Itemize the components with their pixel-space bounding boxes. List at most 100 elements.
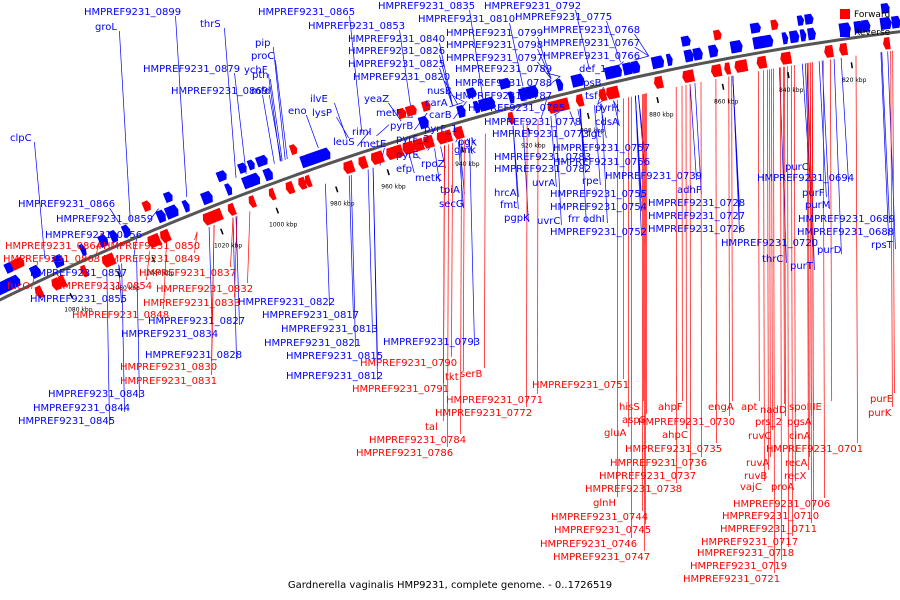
gene-label-hmpref9231-0706: HMPREF9231_0706 [733,499,830,510]
reverse-gene [306,150,321,166]
tick-label: 980 kbp [330,200,355,207]
tick-mark [721,83,725,90]
reverse-gene [891,15,900,29]
label-line [537,36,552,79]
gene-label-rpoz: rpoZ [421,159,445,170]
gene-label-hmpref9231-0835: HMPREF9231_0835 [378,1,475,12]
tick-label: 860 kbp [714,99,739,106]
legend-forward-swatch [840,9,850,19]
gene-label-hmpref9231-0840: HMPREF9231_0840 [348,34,445,45]
legend-forward-label: Forward [854,10,890,20]
label-line [434,148,440,183]
label-line [268,94,282,162]
gene-label-yeaz: yeaZ [364,94,389,105]
gene-label-hmpref9231-0866: HMPREF9231_0866 [18,199,115,210]
reverse-gene [482,96,495,111]
gene-label-hmpref9231-0755: HMPREF9231_0755 [550,189,647,200]
gene-label-hmpref9231-0845: HMPREF9231_0845 [18,416,115,427]
label-line [350,174,356,348]
gene-label-hmpref9231-0837: HMPREF9231_0837 [139,268,236,279]
gene-label-def-1: def_1 [579,64,606,75]
reverse-gene [421,100,431,112]
reverse-gene [255,154,268,168]
gene-label-hmpref9231-0854: HMPREF9231_0854 [55,281,152,292]
gene-label-efp: efp [396,164,412,175]
label-line [109,207,121,225]
forward-gene [734,59,749,73]
label-line [569,111,576,127]
gene-label-leus: leuS [333,137,355,148]
gene-label-hmpref9231-0828: HMPREF9231_0828 [145,350,242,361]
reverse-gene [262,167,273,182]
reverse-gene [555,78,564,92]
forward-gene [147,232,162,249]
gene-label-pyrb: pyrB [390,121,413,132]
gene-label-hmpref9231-0710: HMPREF9231_0710 [722,511,819,522]
reverse-gene [665,53,673,67]
tick-mark [275,207,280,214]
gene-label-hrca: hrcA [494,188,517,199]
forward-genes [9,19,891,299]
reverse-gene [97,234,109,248]
reverse-gene [729,40,743,54]
gene-label-proc: proC [251,51,274,62]
gene-label-ahpf: ahpF [658,402,683,413]
reverse-gene [683,49,694,63]
gene-label-hmpref9231-0756: HMPREF9231_0756 [553,157,650,168]
gene-label-recx: recX [784,471,807,482]
gene-label-hmpref9231-0711: HMPREF9231_0711 [720,524,817,535]
forward-gene [248,195,258,208]
tick-label: 1000 kbp [269,222,297,229]
gene-label-hmpref9231-0820: HMPREF9231_0820 [353,72,450,83]
label-line [451,142,453,358]
label-line [439,54,453,106]
forward-gene [227,202,237,216]
gene-label-purk: purK [868,408,892,419]
gene-label-hmpref9231-0864: HMPREF9231_0864 [5,241,102,252]
gene-label-hmpref9231-0784: HMPREF9231_0784 [369,435,466,446]
label-line [484,133,486,369]
gene-label-hmpref9231-0831: HMPREF9231_0831 [120,376,217,387]
label-line [809,62,812,524]
label-line [415,153,421,160]
label-line [634,46,649,57]
label-line [262,94,275,164]
gene-label-cara: carA [425,98,448,109]
forward-gene [453,125,465,140]
reverse-gene [9,256,25,271]
reverse-gene [507,91,515,104]
gene-label-thrc: thrC [762,254,783,265]
gene-label-odhi: odhI [583,214,605,225]
label-line [211,224,215,376]
label-line [840,57,849,183]
reverse-gene [472,100,481,114]
reverse-gene [78,243,87,257]
gene-label-hmpref9231-0736: HMPREF9231_0736 [610,458,707,469]
label-line [234,72,247,175]
gene-label-hmpref9231-0744: HMPREF9231_0744 [551,512,648,523]
tick-mark [386,169,390,176]
gene-label-hmpref9231-0859: HMPREF9231_0859 [56,214,153,225]
reverse-gene [630,60,641,74]
gene-label-purm: purM [805,200,830,211]
label-line [509,22,524,87]
gene-label-hmpref9231-0797: HMPREF9231_0797 [446,53,543,64]
gene-label-mete: metE [360,139,386,150]
gene-label-hmpref9231-0850: HMPREF9231_0850 [103,241,200,252]
tick-mark [586,112,590,120]
gene-label-purt: purT [790,261,814,272]
gene-label-hmpref9231-0869: HMPREF9231_0869 [171,86,268,97]
gene-label-hmpref9231-0826: HMPREF9231_0826 [348,46,445,57]
label-line [613,100,620,127]
reverse-genes [0,3,900,296]
gene-label-enga: engA [708,402,734,413]
gene-label-cdsa: cdsA [595,117,619,128]
label-line [546,76,561,88]
label-line [783,66,785,405]
forward-gene [57,274,68,288]
reverse-gene [692,47,703,61]
gene-label-hmpref9231-0844: HMPREF9231_0844 [33,403,130,414]
gene-label-hmpref9231-0746: HMPREF9231_0746 [540,539,637,550]
gene-label-hmpref9231-0788: HMPREF9231_0788 [455,78,552,89]
label-line [336,116,350,138]
